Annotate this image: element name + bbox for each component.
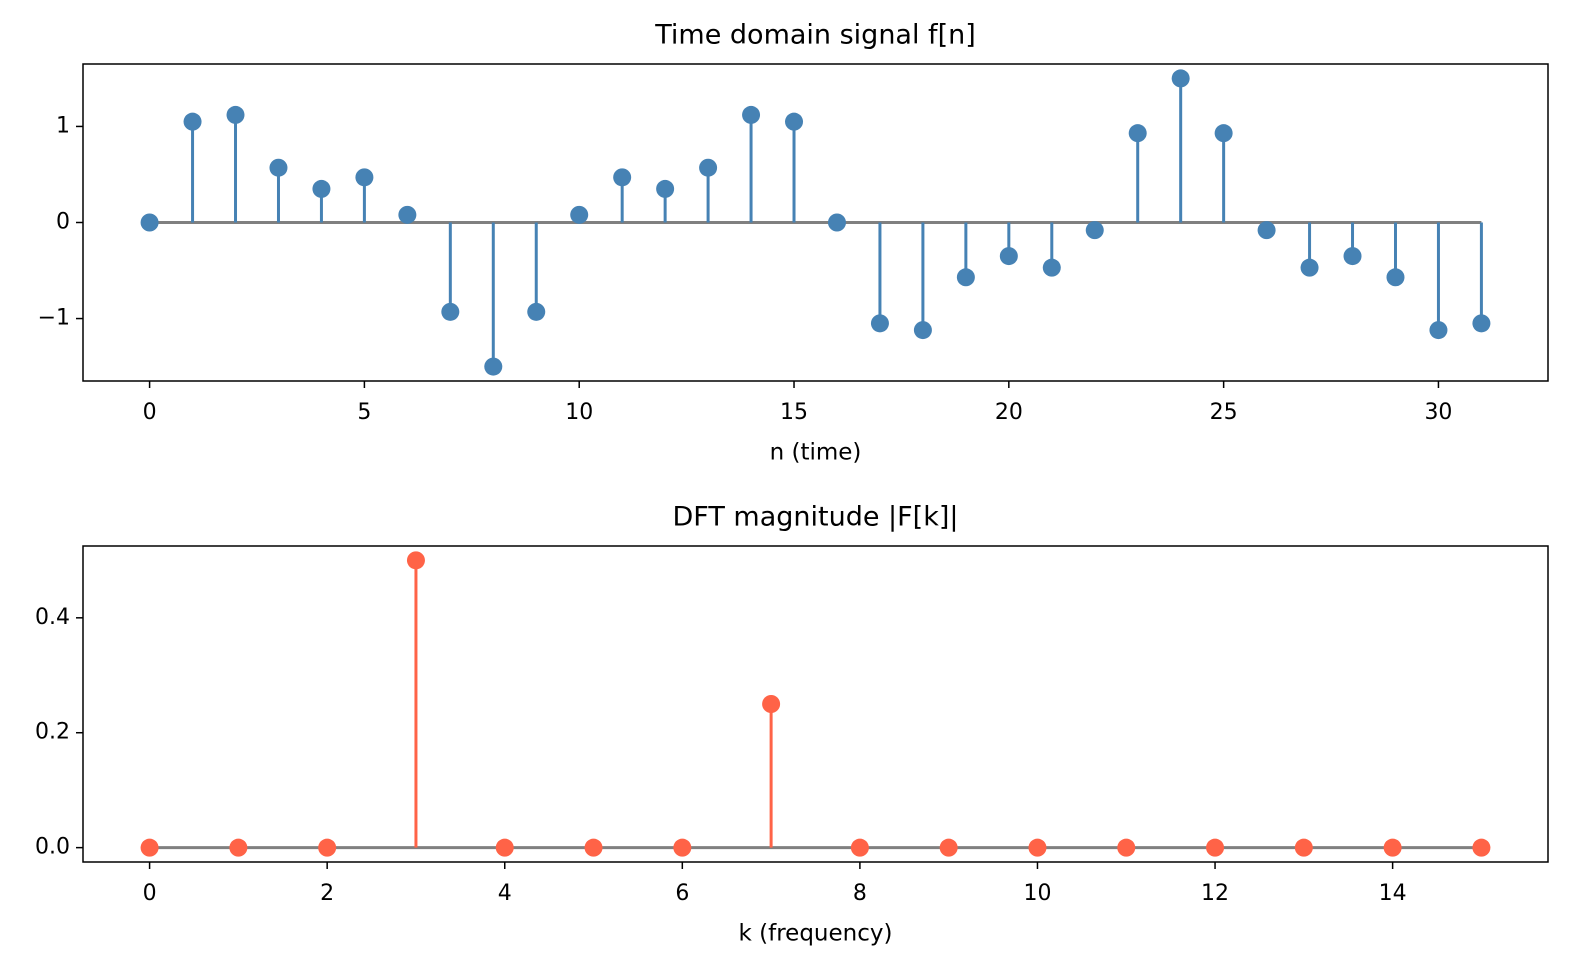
x-tick-label: 25 <box>1210 400 1238 425</box>
marker <box>1214 124 1233 143</box>
marker <box>913 321 932 340</box>
marker <box>1472 314 1491 333</box>
x-tick-label: 30 <box>1424 400 1452 425</box>
marker <box>850 838 869 857</box>
x-tick-label: 5 <box>357 400 371 425</box>
marker <box>1085 221 1104 240</box>
chart-title: Time domain signal f[n] <box>654 20 976 51</box>
marker <box>1117 838 1136 857</box>
marker <box>1028 838 1047 857</box>
marker <box>1206 838 1225 857</box>
marker <box>140 213 159 232</box>
x-axis-label: n (time) <box>770 440 862 466</box>
x-axis-label: k (frequency) <box>739 921 893 947</box>
marker <box>1294 838 1313 857</box>
marker <box>939 838 958 857</box>
marker <box>406 551 425 570</box>
x-tick-label: 14 <box>1379 881 1407 906</box>
marker <box>495 838 514 857</box>
x-tick-label: 0 <box>143 881 157 906</box>
marker <box>140 838 159 857</box>
marker <box>1386 268 1405 287</box>
marker <box>613 168 632 187</box>
marker <box>226 105 245 124</box>
marker <box>527 302 546 321</box>
marker <box>355 168 374 187</box>
y-tick-label: 0 <box>56 210 70 235</box>
marker <box>956 268 975 287</box>
marker <box>584 838 603 857</box>
chart-title: DFT magnitude |F[k]| <box>673 502 959 533</box>
marker <box>229 838 248 857</box>
x-tick-label: 10 <box>1023 881 1051 906</box>
marker <box>269 158 288 177</box>
marker <box>1257 221 1276 240</box>
marker <box>318 838 337 857</box>
y-tick-label: −1 <box>38 306 70 331</box>
marker <box>183 112 202 131</box>
marker <box>312 179 331 198</box>
marker <box>1128 124 1147 143</box>
axes-frame <box>82 63 1549 382</box>
marker <box>673 838 692 857</box>
marker <box>1171 69 1190 88</box>
x-tick-label: 12 <box>1201 881 1229 906</box>
marker <box>742 105 761 124</box>
x-tick-label: 4 <box>498 881 512 906</box>
y-tick-label: 0.0 <box>35 835 70 860</box>
marker <box>398 205 417 224</box>
marker <box>1042 258 1061 277</box>
marker <box>999 247 1018 266</box>
marker <box>870 314 889 333</box>
marker <box>1429 321 1448 340</box>
x-tick-label: 8 <box>853 881 867 906</box>
marker <box>1343 247 1362 266</box>
marker <box>827 213 846 232</box>
x-tick-label: 15 <box>780 400 808 425</box>
x-tick-label: 0 <box>143 400 157 425</box>
marker <box>762 695 781 713</box>
marker <box>570 205 589 224</box>
x-tick-label: 6 <box>675 881 689 906</box>
marker <box>441 302 460 321</box>
x-tick-label: 10 <box>565 400 593 425</box>
y-tick-label: 0.2 <box>35 720 70 745</box>
marker <box>1383 838 1402 857</box>
marker <box>1300 258 1319 277</box>
marker <box>484 357 503 376</box>
y-tick-label: 0.4 <box>35 605 70 630</box>
x-tick-label: 20 <box>995 400 1023 425</box>
marker <box>785 112 804 131</box>
x-tick-label: 2 <box>320 881 334 906</box>
axes-frame <box>82 545 1549 863</box>
y-tick-label: 1 <box>56 113 70 138</box>
marker <box>656 179 675 198</box>
marker <box>1472 838 1491 857</box>
marker <box>699 158 718 177</box>
